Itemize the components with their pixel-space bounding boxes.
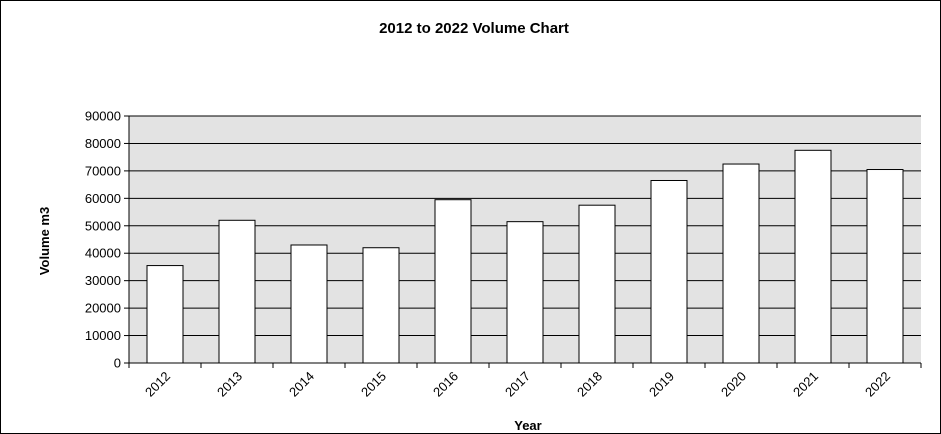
y-tick-label: 10000: [85, 328, 121, 343]
chart-title: 2012 to 2022 Volume Chart: [379, 20, 569, 37]
y-axis-title: Volume m3: [37, 207, 52, 275]
plot-area: 0 10000 20000 30000 40000 50000 60000 70000 8000…: [85, 109, 922, 400]
x-tick-label: 2014: [286, 369, 317, 400]
bar-2015: [362, 247, 400, 364]
y-tick-label: 0: [114, 356, 121, 371]
x-tick-label: 2020: [718, 369, 749, 400]
y-tick-label: 70000: [85, 163, 121, 178]
bar-2014: [290, 244, 328, 364]
y-tick-label: 60000: [85, 191, 121, 206]
bar-2020: [722, 163, 760, 364]
x-tick-label: 2017: [502, 369, 533, 400]
x-tick-label: 2019: [646, 369, 677, 400]
y-tick-label: 80000: [85, 136, 121, 151]
bar-2016: [434, 199, 472, 364]
x-tick-label: 2021: [790, 369, 821, 400]
x-tick-label: 2012: [142, 369, 173, 400]
x-tick-label: 2016: [430, 369, 461, 400]
x-tick-label: 2013: [214, 369, 245, 400]
y-tick-label: 40000: [85, 246, 121, 261]
x-tick-label: 2018: [574, 369, 605, 400]
x-axis-title: Year: [514, 418, 541, 433]
y-tick-label: 30000: [85, 273, 121, 288]
y-tick-label: 20000: [85, 301, 121, 316]
x-tick-label: 2015: [358, 369, 389, 400]
bar-2019: [650, 179, 688, 364]
x-tick-label: 2022: [862, 369, 893, 400]
bar-2013: [218, 219, 256, 364]
bar-2021: [794, 149, 832, 364]
y-tick-label: 90000: [85, 109, 121, 124]
bar-2017: [506, 221, 544, 364]
bar-2018: [578, 204, 616, 364]
y-tick-label: 50000: [85, 218, 121, 233]
bar-2022: [866, 169, 904, 364]
bar-2012: [146, 265, 184, 364]
